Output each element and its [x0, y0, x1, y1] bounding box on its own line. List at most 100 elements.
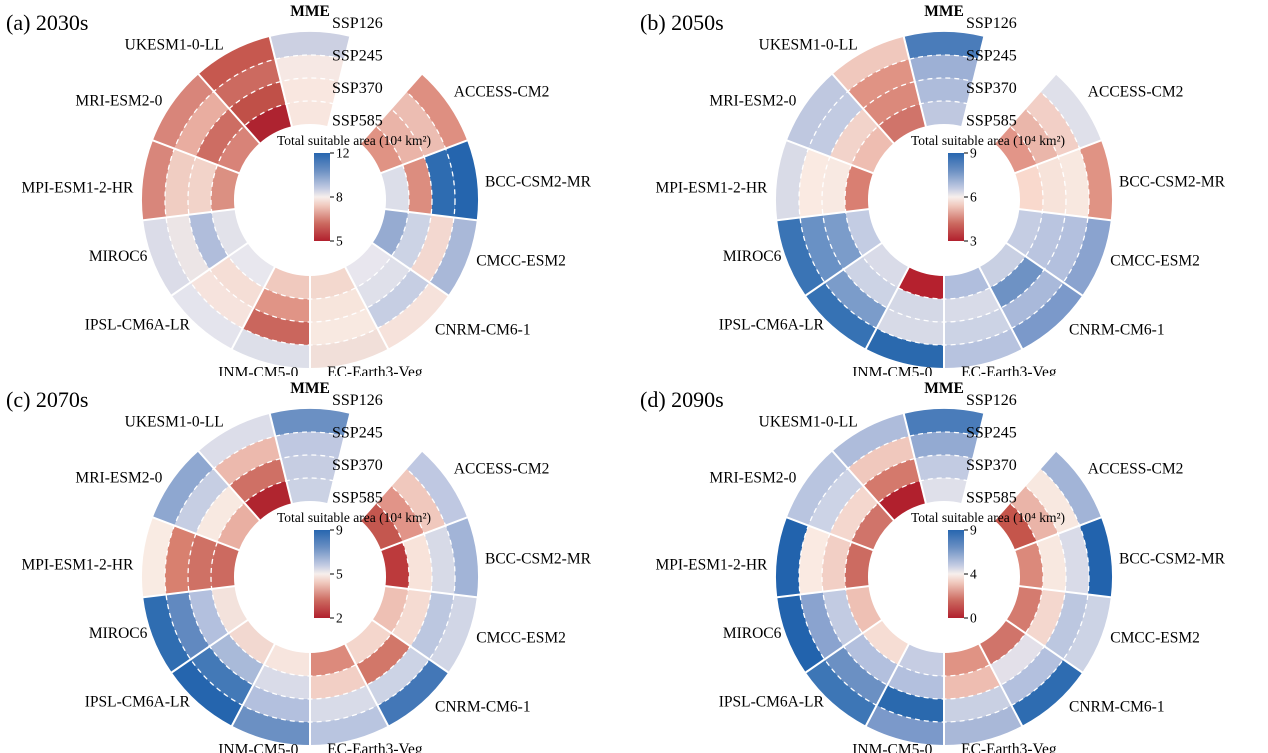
- cell-BCC-CSM2-MR-SSP126: [445, 517, 479, 598]
- cell-MPI-ESM1-2-HR-SSP245: [799, 148, 830, 218]
- cell-INM-CM5-0-SSP585: [263, 267, 310, 299]
- ring-label-SSP370: SSP370: [966, 457, 1017, 474]
- panel-b-2050s: MME ACCESS-CM2 BCC-CSM2-MR CMCC-ESM2 CNRM-CM…: [634, 0, 1268, 376]
- colorbar-tick-label: 9: [336, 523, 343, 538]
- cell-MRI-ESM2-0-SSP126: [152, 74, 214, 149]
- ring-divider: [798, 54, 1090, 346]
- ring-divider: [821, 454, 1067, 700]
- cell-ACCESS-CM2-SSP370: [1009, 108, 1059, 165]
- cell-ACCESS-CM2-SSP245: [390, 468, 446, 534]
- cell-MPI-ESM1-2-HR-SSP126: [775, 517, 809, 598]
- donut-chart-2070s: MME ACCESS-CM2 BCC-CSM2-MR CMCC-ESM2 CNRM-CM…: [21, 380, 591, 753]
- cell-IPSL-CM6A-LR-SSP126: [171, 659, 243, 726]
- cell-CNRM-CM6-1-SSP245: [1000, 269, 1064, 329]
- cell-INM-CM5-0-SSP126: [865, 705, 944, 745]
- cell-EC-Earth3-Veg-SSP370: [944, 287, 1001, 322]
- ring-label-SSP245: SSP245: [966, 425, 1017, 442]
- cell-BCC-CSM2-MR-SSP585: [1015, 164, 1044, 212]
- cell-MME-SSP126: [269, 31, 351, 60]
- model-label-ACCESS-CM2: ACCESS-CM2: [1088, 84, 1184, 101]
- cell-MME-SSP585: [920, 478, 968, 504]
- cell-MME-SSP370: [280, 78, 340, 104]
- cell-MRI-ESM2-0-SSP126: [786, 451, 848, 526]
- model-label-EC-Earth3-Veg: EC-Earth3-Veg: [961, 364, 1057, 376]
- cell-CNRM-CM6-1-SSP370: [356, 633, 411, 686]
- colorbar: [948, 530, 964, 618]
- donut-chart-2030s: MME ACCESS-CM2 BCC-CSM2-MR CMCC-ESM2 CNRM-CM…: [21, 3, 591, 376]
- model-label-MIROC6: MIROC6: [89, 625, 148, 642]
- cell-MIROC6-SSP585: [211, 209, 248, 257]
- model-label-MIROC6: MIROC6: [723, 625, 782, 642]
- cell-MME-SSP245: [909, 54, 979, 82]
- colorbar-tick-label: 9: [970, 523, 977, 538]
- cell-MIROC6-SSP370: [188, 588, 229, 647]
- cell-INM-CM5-0-SSP585: [263, 644, 310, 676]
- cell-BCC-CSM2-MR-SSP245: [1058, 148, 1089, 218]
- ring-label-SSP126: SSP126: [332, 392, 383, 409]
- cell-IPSL-CM6A-LR-SSP585: [228, 620, 275, 665]
- colorbar-tick-label: 6: [970, 190, 977, 205]
- cell-UKESM1-0-LL-SSP245: [847, 436, 915, 486]
- cell-UKESM1-0-LL-SSP245: [213, 436, 281, 486]
- cell-MRI-ESM2-0-SSP585: [851, 502, 894, 551]
- ring-label-SSP585: SSP585: [966, 113, 1017, 130]
- cell-ACCESS-CM2-SSP370: [375, 485, 425, 542]
- model-label-MRI-ESM2-0: MRI-ESM2-0: [75, 470, 162, 487]
- cell-MRI-ESM2-0-SSP245: [808, 91, 864, 157]
- cell-BCC-CSM2-MR-SSP585: [381, 541, 410, 589]
- cell-MRI-ESM2-0-SSP245: [808, 468, 864, 534]
- cell-MME-SSP245: [275, 431, 345, 459]
- cell-IPSL-CM6A-LR-SSP126: [805, 659, 877, 726]
- cell-IPSL-CM6A-LR-SSP370: [209, 633, 264, 686]
- cell-CNRM-CM6-1-SSP126: [1011, 282, 1083, 349]
- ring-label-SSP585: SSP585: [332, 490, 383, 507]
- sector-divider: [902, 412, 928, 506]
- model-label-MRI-ESM2-0: MRI-ESM2-0: [709, 470, 796, 487]
- cell-MME-SSP245: [275, 54, 345, 82]
- sector-divider: [230, 642, 277, 728]
- cell-MRI-ESM2-0-SSP585: [217, 125, 260, 174]
- cell-UKESM1-0-LL-SSP585: [244, 103, 292, 144]
- cell-CNRM-CM6-1-SSP585: [979, 620, 1026, 665]
- cell-INM-CM5-0-SSP370: [887, 664, 944, 699]
- colorbar-tick-label: 2: [336, 611, 343, 626]
- cell-MRI-ESM2-0-SSP126: [786, 74, 848, 149]
- colorbar-title: Total suitable area (10⁴ km²): [277, 510, 431, 525]
- sector-divider: [992, 449, 1057, 523]
- sector-divider: [1017, 207, 1112, 222]
- sector-divider: [358, 449, 423, 523]
- cell-EC-Earth3-Veg-SSP126: [310, 705, 389, 745]
- cell-EC-Earth3-Veg-SSP585: [944, 267, 991, 299]
- cell-UKESM1-0-LL-SSP585: [878, 480, 926, 521]
- sector-divider: [268, 35, 294, 129]
- colorbar-tick-label: 0: [970, 611, 977, 626]
- sector-divider: [358, 72, 423, 146]
- cell-MPI-ESM1-2-HR-SSP370: [822, 156, 852, 215]
- cell-ACCESS-CM2-SSP245: [390, 91, 446, 157]
- cell-UKESM1-0-LL-SSP370: [863, 81, 921, 126]
- cell-BCC-CSM2-MR-SSP245: [424, 148, 455, 218]
- cell-MME-SSP245: [909, 431, 979, 459]
- cell-CMCC-ESM2-SSP245: [1044, 591, 1088, 660]
- cell-MRI-ESM2-0-SSP370: [829, 485, 879, 542]
- cell-MME-SSP370: [280, 455, 340, 481]
- cell-MRI-ESM2-0-SSP370: [829, 108, 879, 165]
- model-label-ACCESS-CM2: ACCESS-CM2: [454, 84, 550, 101]
- cell-MPI-ESM1-2-HR-SSP245: [799, 525, 830, 595]
- sector-divider: [268, 412, 294, 506]
- cell-INM-CM5-0-SSP126: [231, 705, 310, 745]
- cell-MRI-ESM2-0-SSP126: [152, 451, 214, 526]
- colorbar-tick-label: 8: [336, 190, 343, 205]
- cell-IPSL-CM6A-LR-SSP245: [190, 269, 254, 329]
- colorbar-tick-label: 9: [970, 146, 977, 161]
- model-label-CNRM-CM6-1: CNRM-CM6-1: [1069, 322, 1165, 339]
- ring-label-SSP585: SSP585: [966, 490, 1017, 507]
- model-label-CMCC-ESM2: CMCC-ESM2: [476, 630, 566, 647]
- cell-MME-SSP126: [269, 408, 351, 437]
- cell-ACCESS-CM2-SSP126: [406, 74, 468, 149]
- colorbar-title: Total suitable area (10⁴ km²): [911, 510, 1065, 525]
- cell-CMCC-ESM2-SSP585: [1006, 586, 1043, 634]
- cell-UKESM1-0-LL-SSP126: [832, 413, 910, 469]
- panel-title-b: (b) 2050s: [640, 10, 724, 35]
